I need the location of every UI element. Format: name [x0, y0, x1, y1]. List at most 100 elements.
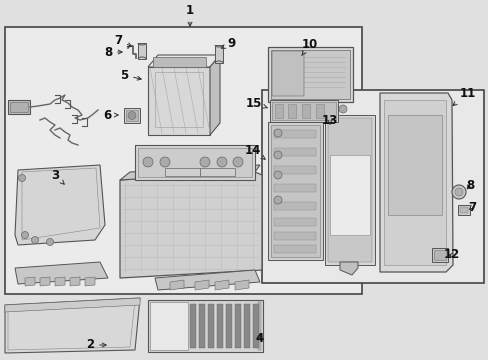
Circle shape [160, 157, 170, 167]
Polygon shape [85, 277, 95, 286]
Circle shape [142, 157, 153, 167]
Polygon shape [5, 298, 140, 312]
Bar [287, 104, 295, 118]
Text: 2: 2 [86, 338, 106, 351]
Text: 10: 10 [301, 37, 318, 55]
Polygon shape [170, 280, 183, 290]
Circle shape [338, 105, 346, 113]
Bar [138, 148, 251, 177]
Bar [200, 168, 235, 176]
Circle shape [273, 196, 282, 204]
Bar [10, 102, 28, 112]
Bar [124, 108, 140, 123]
Circle shape [217, 157, 226, 167]
Text: 8: 8 [103, 45, 122, 59]
Circle shape [19, 175, 25, 181]
Polygon shape [155, 270, 260, 290]
Bar [273, 148, 315, 156]
Circle shape [128, 112, 136, 120]
Polygon shape [25, 277, 35, 286]
Bar [8, 100, 30, 114]
Bar [273, 232, 315, 240]
Bar [138, 43, 146, 59]
Circle shape [454, 188, 462, 196]
Circle shape [200, 157, 209, 167]
Circle shape [21, 231, 28, 239]
Bar [153, 57, 205, 67]
Bar [217, 304, 223, 348]
Bar [267, 47, 352, 102]
Circle shape [273, 171, 282, 179]
Text: 7: 7 [467, 201, 475, 213]
Bar [329, 155, 369, 235]
Bar [155, 72, 203, 127]
Bar [325, 115, 374, 265]
Text: 11: 11 [452, 86, 475, 105]
Bar [457, 205, 469, 215]
Bar [270, 50, 349, 99]
Text: 5: 5 [120, 68, 141, 81]
Bar [433, 250, 445, 260]
Polygon shape [40, 277, 50, 286]
Bar [252, 304, 259, 348]
Polygon shape [5, 298, 140, 353]
Circle shape [273, 129, 282, 137]
Bar [269, 100, 337, 122]
Bar [315, 104, 324, 118]
Circle shape [273, 151, 282, 159]
Bar [135, 145, 254, 180]
Bar [5, 27, 361, 294]
Circle shape [232, 157, 243, 167]
Text: 3: 3 [51, 168, 64, 184]
Circle shape [31, 237, 39, 243]
Bar [273, 202, 315, 210]
Bar [150, 302, 187, 350]
Bar [383, 100, 445, 265]
Bar [273, 218, 315, 226]
Polygon shape [55, 277, 65, 286]
Text: 7: 7 [114, 33, 131, 46]
Polygon shape [379, 93, 452, 272]
Bar [271, 102, 335, 120]
Bar [244, 304, 249, 348]
Bar [207, 304, 214, 348]
Bar [387, 115, 441, 215]
Bar [274, 104, 283, 118]
Bar [273, 245, 315, 253]
Text: 13: 13 [321, 113, 337, 126]
Text: 1: 1 [185, 4, 194, 26]
Bar [302, 104, 309, 118]
Polygon shape [15, 262, 108, 284]
Polygon shape [148, 55, 220, 67]
Text: 6: 6 [102, 108, 118, 122]
Text: 15: 15 [245, 96, 267, 109]
Bar [164, 168, 200, 176]
Text: 8: 8 [465, 179, 473, 192]
Bar [273, 166, 315, 174]
Bar [148, 300, 263, 352]
Bar [431, 248, 447, 262]
Polygon shape [339, 262, 357, 275]
Bar [270, 125, 319, 257]
Polygon shape [120, 165, 260, 180]
Bar [199, 304, 204, 348]
Bar [148, 67, 209, 135]
Bar [126, 110, 138, 121]
Bar [190, 304, 196, 348]
Circle shape [46, 239, 53, 246]
Bar [327, 118, 371, 262]
Bar [273, 130, 315, 138]
Polygon shape [215, 280, 228, 290]
Bar [258, 302, 261, 350]
Polygon shape [195, 280, 208, 290]
Bar [273, 184, 315, 192]
Text: 14: 14 [244, 144, 264, 159]
Bar [262, 90, 483, 283]
Text: 4: 4 [255, 332, 264, 345]
FancyBboxPatch shape [271, 51, 304, 96]
Bar [225, 304, 231, 348]
Circle shape [451, 185, 465, 199]
Bar [459, 207, 467, 213]
Polygon shape [235, 280, 248, 290]
Bar [215, 45, 223, 63]
